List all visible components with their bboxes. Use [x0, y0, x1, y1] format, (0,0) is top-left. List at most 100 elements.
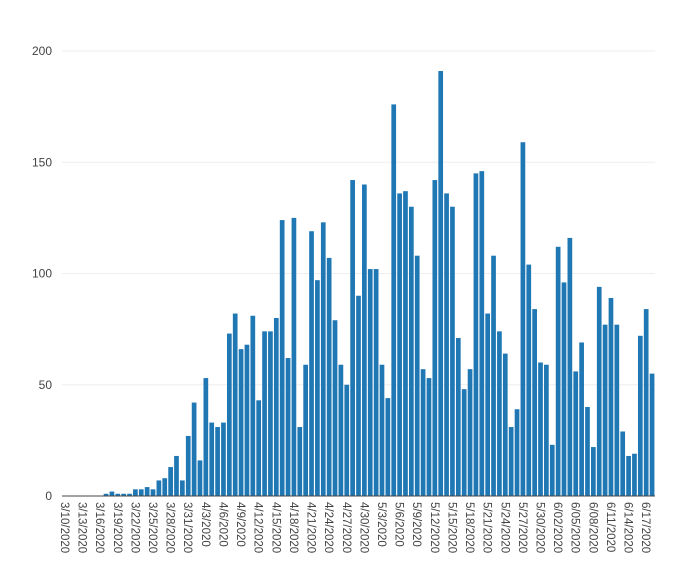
bar[interactable]: 3/29/2020: 18	[174, 455, 179, 496]
x-tick-label: 6/08/2020	[586, 502, 598, 553]
bar[interactable]: 6/17/2020: 84	[643, 309, 649, 496]
bar[interactable]: 5/27/2020: 159	[520, 142, 526, 496]
bar[interactable]: 5/13/2020: 191	[438, 71, 444, 496]
bar[interactable]: 3/24/2020: 4	[144, 487, 150, 496]
bar[interactable]: 3/20/2020: 1	[121, 493, 126, 496]
bar[interactable]: 4/16/2020: 124	[279, 220, 285, 496]
bar[interactable]: 4/27/2020: 50	[344, 384, 350, 496]
bar[interactable]: 4/5/2020: 31	[215, 427, 220, 496]
bar[interactable]: 4/20/2020: 59	[303, 364, 309, 496]
bar[interactable]: 5/21/2020: 82	[485, 313, 491, 496]
bar[interactable]: 4/18/2020: 125	[291, 217, 297, 497]
bar[interactable]: 6/4/2020: 116	[567, 237, 573, 496]
bar[interactable]: 3/30/2020: 7	[180, 480, 185, 496]
bar[interactable]: 4/17/2020: 62	[285, 358, 291, 496]
bar[interactable]: 3/26/2020: 7	[156, 480, 162, 496]
bar[interactable]: 4/23/2020: 123	[320, 222, 326, 496]
bar[interactable]: 6/14/2020: 18	[626, 455, 631, 496]
bar[interactable]: 6/8/2020: 22	[591, 447, 596, 496]
bar[interactable]: 4/10/2020: 68	[244, 344, 250, 496]
bar[interactable]: 4/30/2020: 140	[362, 184, 367, 497]
bar[interactable]: 5/26/2020: 39	[514, 409, 520, 496]
bar[interactable]: 5/29/2020: 84	[532, 309, 537, 496]
bar[interactable]: 3/23/2020: 3	[138, 489, 144, 496]
bar[interactable]: 6/1/2020: 23	[549, 444, 555, 496]
bar[interactable]: 4/25/2020: 79	[332, 320, 338, 496]
bar[interactable]: 4/3/2020: 53	[203, 378, 209, 496]
bar[interactable]: 4/2/2020: 16	[197, 460, 203, 496]
bar[interactable]: 4/28/2020: 142	[350, 180, 355, 497]
bar[interactable]: 5/17/2020: 48	[461, 389, 467, 496]
bar[interactable]: 4/9/2020: 66	[238, 349, 244, 496]
bar[interactable]: 3/17/2020: 1	[103, 493, 109, 496]
bar[interactable]: 5/7/2020: 137	[403, 191, 408, 497]
bar[interactable]: 4/7/2020: 73	[226, 333, 232, 496]
bar[interactable]: 6/16/2020: 72	[637, 335, 643, 496]
bar[interactable]: 3/25/2020: 3	[150, 489, 156, 496]
bar[interactable]: 5/2/2020: 102	[373, 269, 379, 496]
bar[interactable]: 4/15/2020: 80	[273, 318, 279, 496]
bar[interactable]: 5/28/2020: 104	[526, 264, 532, 496]
bar[interactable]: 5/11/2020: 53	[426, 378, 432, 496]
bar[interactable]: 5/16/2020: 71	[455, 338, 461, 496]
bar[interactable]: 3/28/2020: 13	[168, 467, 173, 496]
bar[interactable]: 5/23/2020: 74	[497, 331, 502, 496]
bar[interactable]: 5/20/2020: 146	[479, 171, 485, 496]
y-tick-label: 200	[32, 44, 52, 58]
bar[interactable]: 4/24/2020: 107	[326, 257, 332, 496]
bar[interactable]: 4/26/2020: 59	[338, 364, 344, 496]
bar[interactable]: 6/13/2020: 29	[620, 431, 626, 496]
bar[interactable]: 6/7/2020: 40	[585, 407, 590, 496]
bar[interactable]: 6/6/2020: 69	[579, 342, 584, 496]
bar[interactable]: 4/8/2020: 82	[232, 313, 238, 496]
bar[interactable]: 4/1/2020: 42	[191, 402, 197, 496]
x-tick-label: 3/22/2020	[128, 502, 140, 553]
bar[interactable]: 5/6/2020: 136	[397, 193, 402, 496]
bar[interactable]: 4/12/2020: 43	[256, 400, 262, 496]
bar[interactable]: 3/27/2020: 8	[162, 478, 168, 496]
bar[interactable]: 4/13/2020: 74	[262, 331, 267, 496]
bar[interactable]: 4/14/2020: 74	[268, 331, 273, 496]
bar[interactable]: 5/25/2020: 31	[508, 427, 514, 496]
bar[interactable]: 6/3/2020: 96	[561, 282, 567, 496]
bar[interactable]: 4/19/2020: 31	[297, 427, 303, 496]
bar[interactable]: 6/9/2020: 94	[596, 286, 602, 496]
bar[interactable]: 4/4/2020: 33	[209, 422, 215, 496]
bar[interactable]: 5/22/2020: 108	[491, 255, 496, 496]
bar[interactable]: 5/12/2020: 142	[432, 180, 438, 497]
bar[interactable]: 3/19/2020: 1	[115, 493, 121, 496]
y-axis: 0 50 100 150 200	[32, 44, 52, 503]
bar[interactable]: 3/22/2020: 3	[133, 489, 138, 496]
bar[interactable]: 5/4/2020: 44	[385, 398, 391, 496]
bar[interactable]: 4/6/2020: 33	[221, 422, 226, 496]
bar[interactable]: 5/3/2020: 59	[379, 364, 385, 496]
bar[interactable]: 6/2/2020: 112	[555, 246, 561, 496]
bar[interactable]: 5/30/2020: 60	[538, 362, 543, 497]
bar[interactable]: 3/21/2020: 1	[127, 493, 132, 496]
bar[interactable]: 5/19/2020: 145	[473, 173, 479, 497]
x-tick-label: 4/27/2020	[340, 502, 352, 553]
bar[interactable]: 6/5/2020: 56	[573, 371, 579, 496]
bar[interactable]: 5/15/2020: 130	[450, 206, 455, 496]
bar[interactable]: 5/10/2020: 57	[420, 369, 426, 496]
bar[interactable]: 4/22/2020: 97	[315, 280, 320, 496]
bar[interactable]: 5/24/2020: 64	[502, 353, 508, 496]
bar[interactable]: 5/18/2020: 57	[467, 369, 473, 496]
bar[interactable]: 5/14/2020: 136	[444, 193, 449, 496]
bar[interactable]: 4/11/2020: 81	[250, 315, 256, 496]
bar[interactable]: 6/15/2020: 19	[632, 453, 637, 496]
bar[interactable]: 5/8/2020: 130	[408, 206, 414, 496]
bar[interactable]: 5/1/2020: 102	[367, 269, 373, 496]
bar[interactable]: 6/18/2020: 55	[649, 373, 655, 497]
bar[interactable]: 4/21/2020: 119	[309, 231, 314, 497]
bar[interactable]: 5/5/2020: 176	[391, 104, 397, 497]
bar[interactable]: 6/12/2020: 77	[614, 324, 620, 496]
bar[interactable]: 3/18/2020: 2	[109, 491, 115, 496]
bar[interactable]: 3/31/2020: 27	[185, 435, 191, 496]
bar[interactable]: 6/10/2020: 77	[602, 324, 608, 496]
bar[interactable]: 5/9/2020: 108	[414, 255, 420, 496]
bar[interactable]: 5/31/2020: 59	[544, 364, 549, 496]
bar[interactable]: 6/11/2020: 89	[608, 297, 614, 496]
x-tick-label: 4/6/2020	[216, 502, 228, 547]
bar[interactable]: 4/29/2020: 90	[356, 295, 361, 496]
